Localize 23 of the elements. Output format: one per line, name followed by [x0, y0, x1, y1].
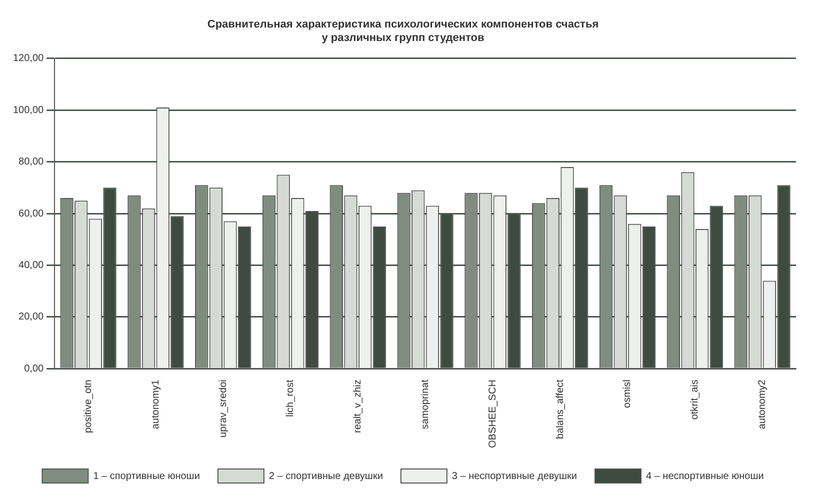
x-tick-label: positive_otn — [83, 380, 94, 434]
y-tick-label: 120,00 — [12, 53, 44, 64]
legend-label: 4 – неспортивные юноши — [646, 470, 764, 482]
y-tick-label: 80,00 — [18, 156, 44, 168]
x-tick-label: realt_v_zhiz — [352, 380, 364, 434]
chart-title: Сравнительная характеристика психологических компонентов счастья у различных групп студентов — [207, 18, 599, 44]
x-tick-label: uprav_sredoi — [218, 380, 229, 438]
x-tick-label: samoprinat — [420, 379, 432, 430]
x-tick-label: balans_affect — [554, 379, 566, 439]
y-tick-label: 0,00 — [24, 363, 44, 374]
y-tick-label: 100,00 — [12, 104, 44, 116]
y-tick-label: 40,00 — [18, 260, 44, 271]
x-tick-label: OBSHEE_SCH — [487, 380, 498, 448]
x-tick-label: osmisl — [622, 380, 634, 408]
x-tick-label: autonomy1 — [150, 379, 162, 430]
x-tick-label: otkrit_ais — [690, 380, 701, 420]
x-tick-label: autonomy2 — [757, 379, 768, 430]
y-tick-label: 20,00 — [18, 312, 44, 323]
legend-label: 2 – спортивные девушки — [268, 470, 383, 482]
x-tick-label: lich_rost — [285, 379, 296, 417]
legend-label: 3 – неспортивные девушки — [452, 470, 578, 482]
legend-label: 1 – спортивные юноши — [93, 470, 200, 482]
y-tick-label: 60,00 — [18, 208, 44, 220]
